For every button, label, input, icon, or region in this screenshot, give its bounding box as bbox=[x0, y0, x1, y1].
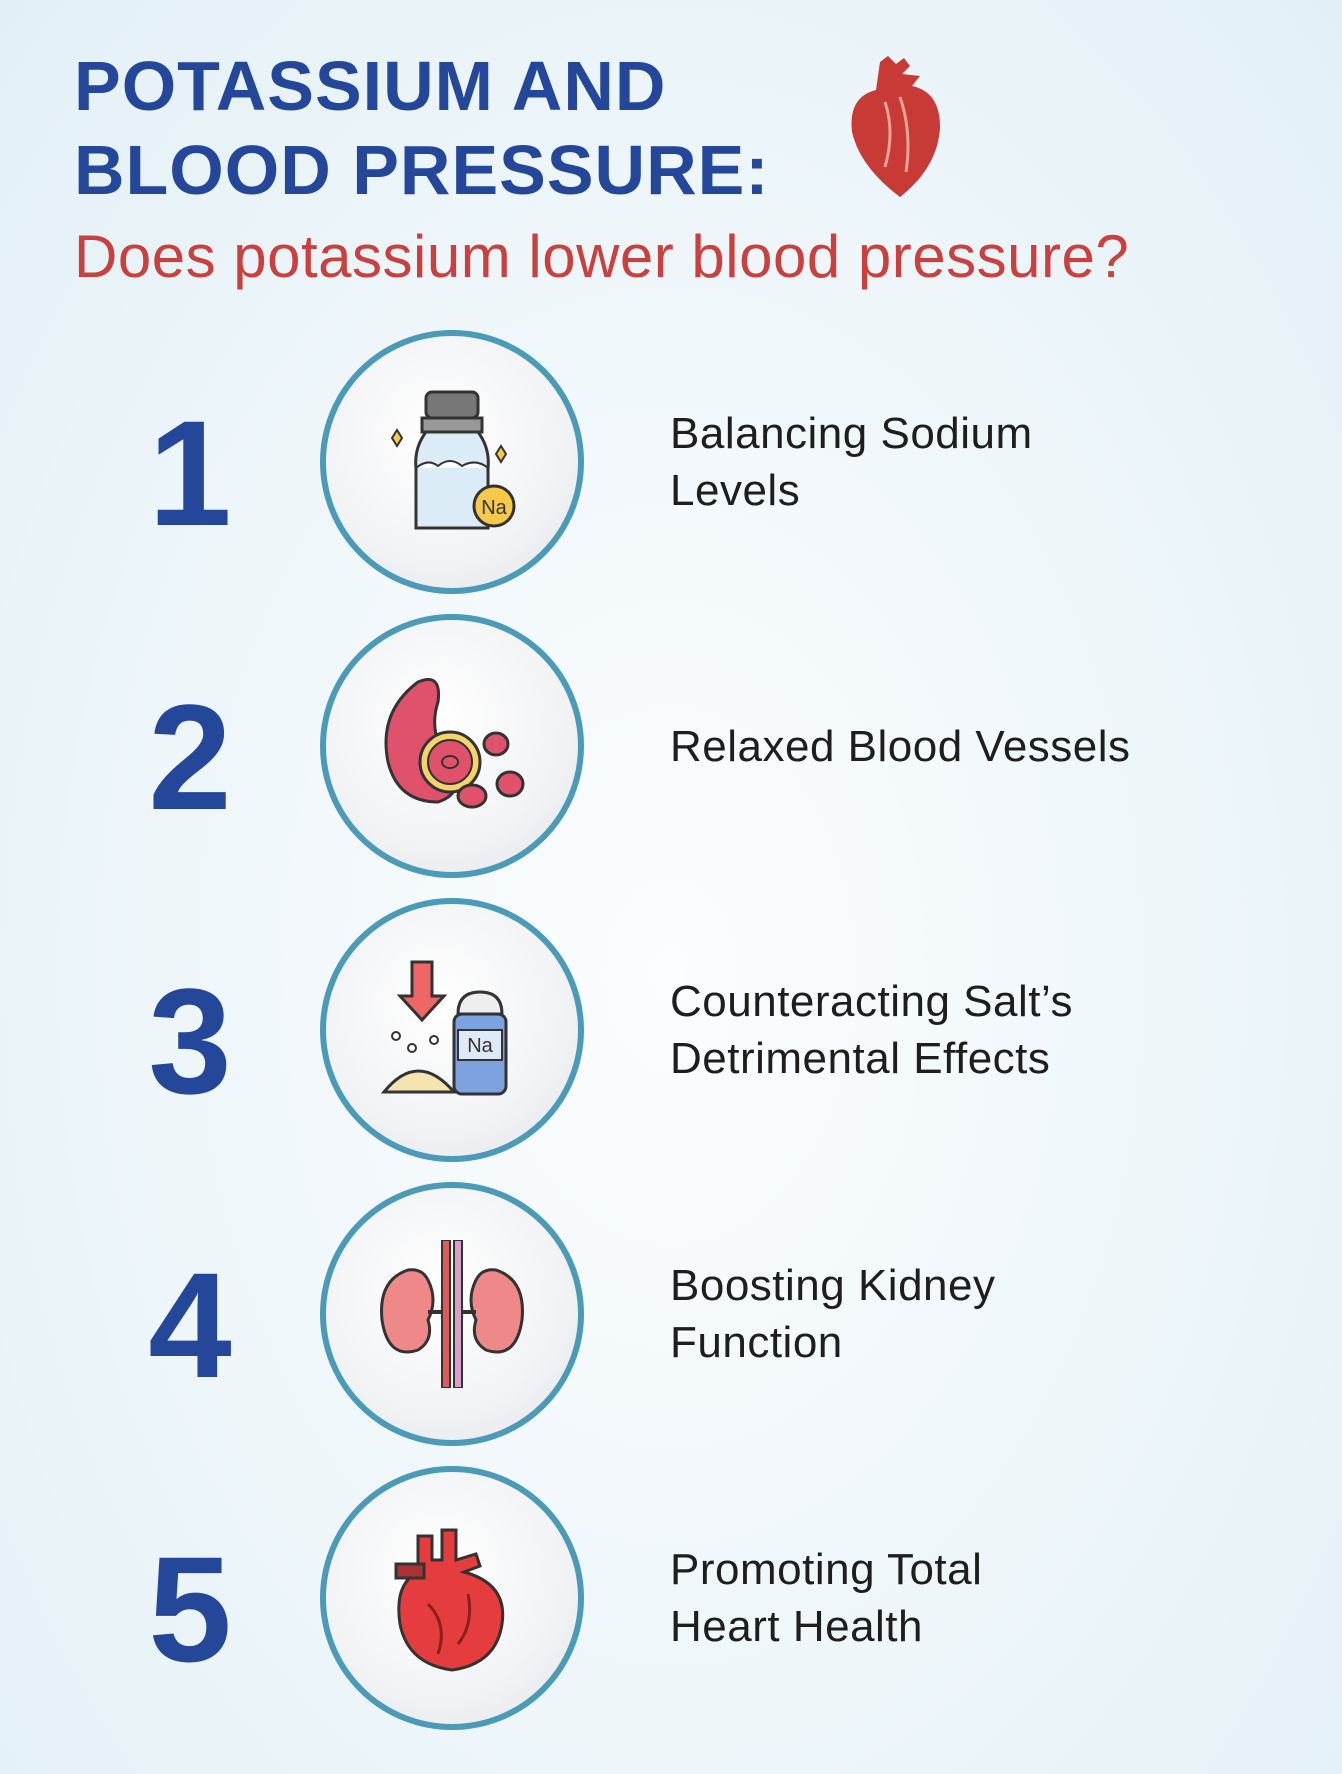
label-line-1: Promoting Total bbox=[670, 1545, 983, 1594]
list-item: 3 Na Counteracting Salt’s Detrimental Eff… bbox=[0, 894, 1342, 1178]
kidneys-icon bbox=[380, 1240, 524, 1388]
label-line-1: Balancing Sodium bbox=[670, 409, 1033, 458]
list-item: 1 Na Balancing Sodium Levels bbox=[0, 326, 1342, 610]
title-line-2: BLOOD PRESSURE: bbox=[74, 131, 770, 209]
blood-cells-icon bbox=[384, 678, 525, 809]
icon-circle bbox=[320, 1182, 584, 1446]
sodium-badge: Na bbox=[481, 497, 507, 519]
sodium-badge: Na bbox=[467, 1035, 493, 1057]
icon-circle: Na bbox=[320, 898, 584, 1162]
item-number: 3 bbox=[148, 957, 232, 1125]
heart-icon bbox=[851, 56, 940, 197]
item-number: 2 bbox=[148, 673, 232, 841]
list-item: 5 Promoting Total Heart Health bbox=[0, 1462, 1342, 1746]
subtitle: Does potassium lower blood pressure? bbox=[74, 223, 1130, 290]
item-label: Relaxed Blood Vessels bbox=[670, 610, 1131, 882]
label-line-2: Heart Health bbox=[670, 1602, 924, 1651]
page-title: POTASSIUM AND BLOOD PRESSURE: bbox=[74, 44, 770, 212]
icon-circle bbox=[320, 614, 584, 878]
heart-organ-icon bbox=[394, 1528, 505, 1672]
label-line-2: Detrimental Effects bbox=[670, 1034, 1051, 1083]
icon-circle bbox=[320, 1466, 584, 1730]
title-line-1: POTASSIUM AND bbox=[74, 47, 667, 125]
label-line-1: Relaxed Blood Vessels bbox=[670, 721, 1131, 771]
item-label: Balancing Sodium Levels bbox=[670, 326, 1033, 598]
item-label: Counteracting Salt’s Detrimental Effects bbox=[670, 894, 1073, 1166]
item-number: 5 bbox=[148, 1525, 232, 1693]
label-line-2: Function bbox=[670, 1318, 843, 1367]
salt-reduction-icon: Na bbox=[380, 960, 508, 1096]
label-line-2: Levels bbox=[670, 466, 801, 515]
item-label: Boosting Kidney Function bbox=[670, 1178, 996, 1450]
label-line-1: Boosting Kidney bbox=[670, 1261, 996, 1310]
list-item: 4 Boosting Kidney Function bbox=[0, 1178, 1342, 1462]
item-number: 4 bbox=[148, 1241, 232, 1409]
icon-circle: Na bbox=[320, 330, 584, 594]
item-number: 1 bbox=[148, 389, 232, 557]
item-label: Promoting Total Heart Health bbox=[670, 1462, 982, 1734]
label-line-1: Counteracting Salt’s bbox=[670, 977, 1073, 1026]
salt-shaker-icon: Na bbox=[390, 390, 516, 530]
list-item: 2 Relaxed Blood Vessels bbox=[0, 610, 1342, 894]
